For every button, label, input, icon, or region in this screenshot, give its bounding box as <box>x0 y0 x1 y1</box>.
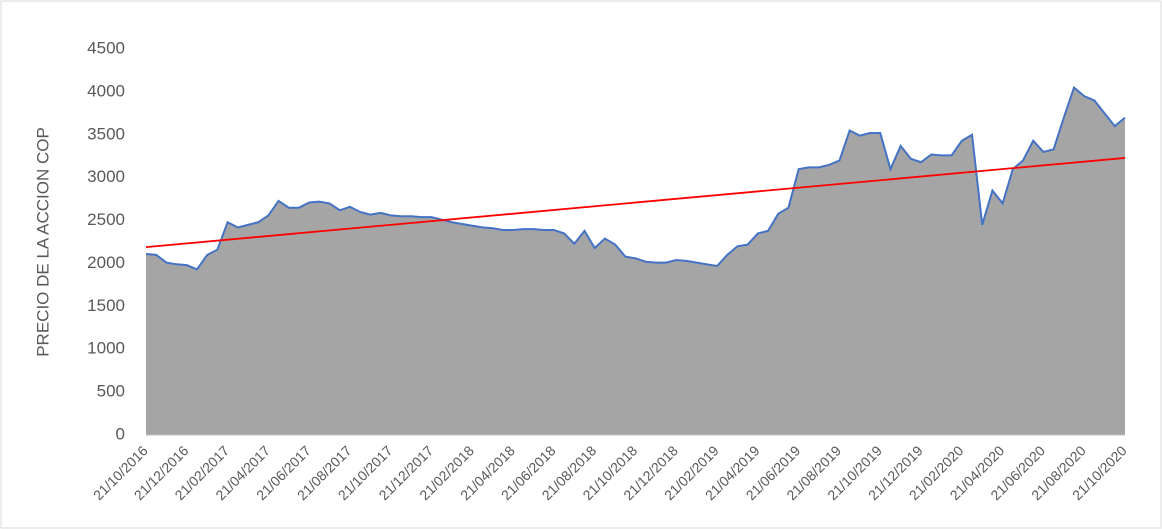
y-tick-label: 0 <box>116 424 125 443</box>
line <box>145 85 1126 271</box>
y-tick-label: 1500 <box>87 296 125 315</box>
y-tick-label: 2000 <box>87 253 125 272</box>
y-tick-label: 1000 <box>87 339 125 358</box>
y-tick-label: 3000 <box>87 167 125 186</box>
y-tick-label: 4000 <box>87 81 125 100</box>
y-tick-label: 4500 <box>87 38 125 57</box>
trendline <box>145 157 1126 249</box>
y-tick-label: 2500 <box>87 210 125 229</box>
area <box>146 87 1125 435</box>
y-tick-label: 3500 <box>87 124 125 143</box>
y-tick-label: 500 <box>97 382 125 401</box>
y-axis-label: PRECIO DE LA ACCION COP <box>33 127 52 357</box>
